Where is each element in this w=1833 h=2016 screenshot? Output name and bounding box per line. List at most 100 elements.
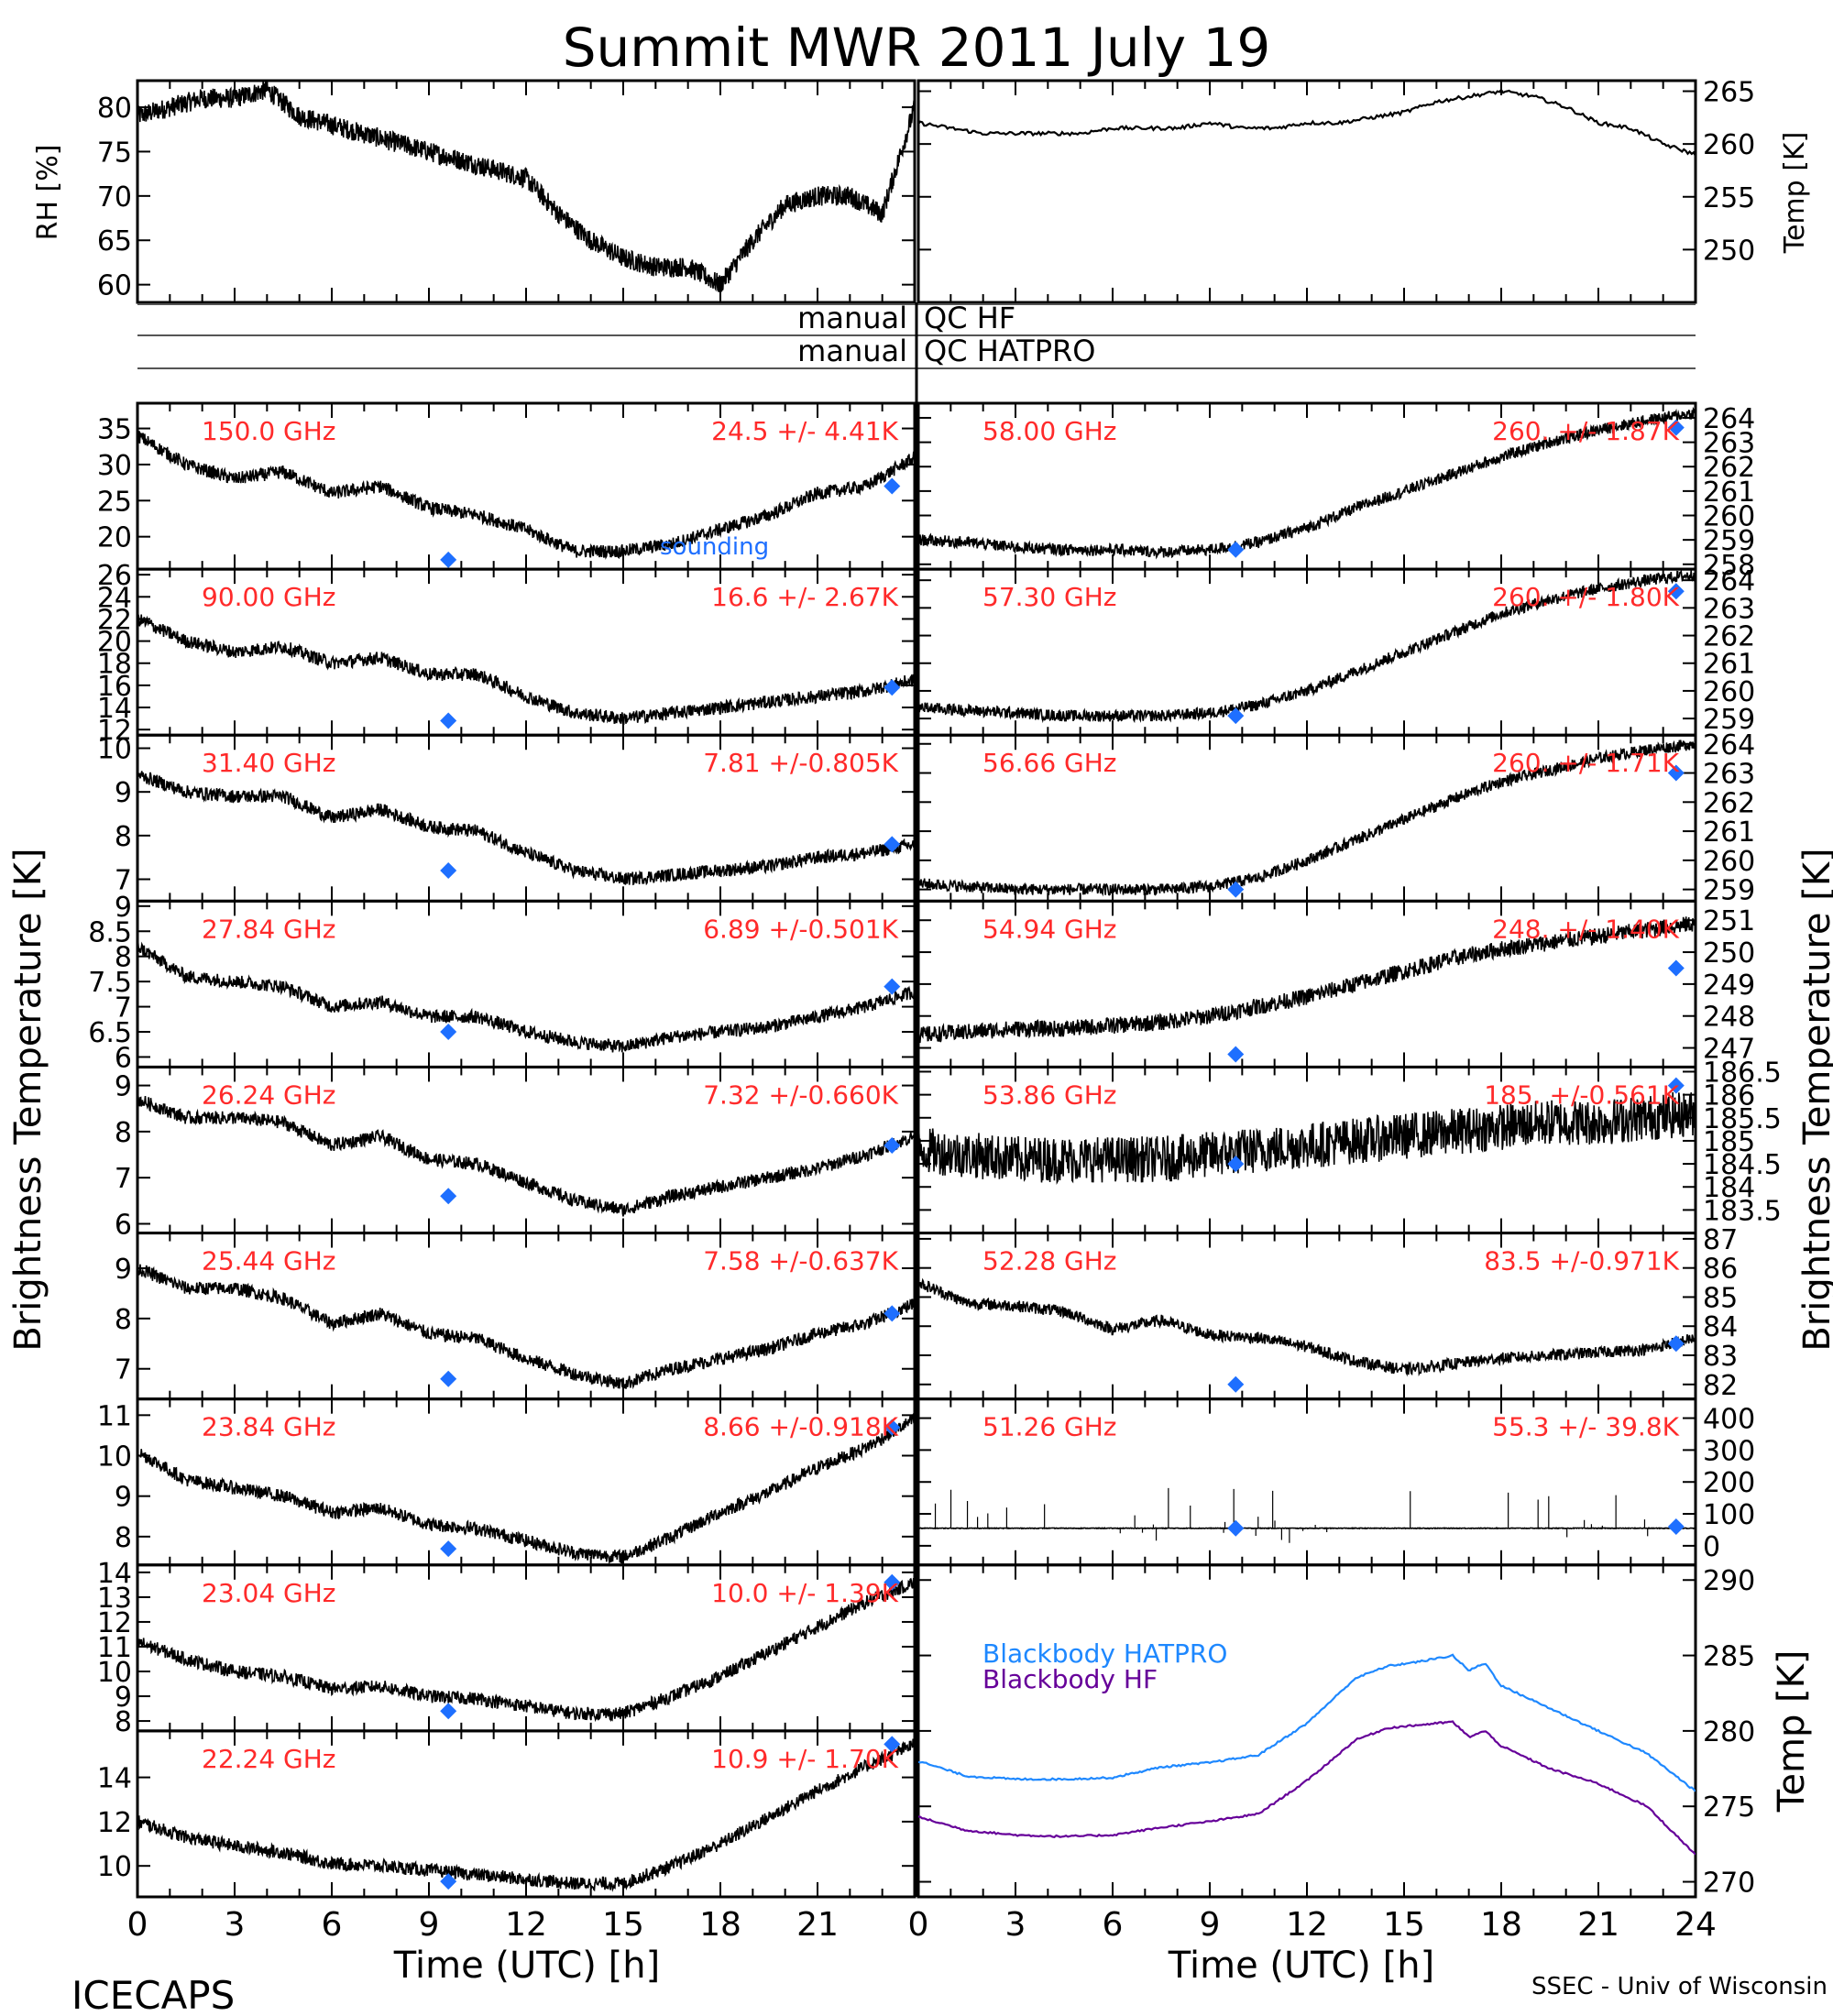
sounding-point bbox=[884, 1573, 901, 1591]
sounding-point bbox=[440, 1024, 457, 1041]
x-tick-label: 3 bbox=[225, 1906, 246, 1944]
sounding-point bbox=[440, 551, 457, 568]
y-tick-label: 16 bbox=[97, 671, 132, 703]
series-trace bbox=[137, 1412, 915, 1565]
y-tick-label: 251 bbox=[1703, 905, 1755, 937]
channel-label: 27.84 GHz bbox=[202, 914, 336, 944]
channel-label: 22.24 GHz bbox=[202, 1744, 336, 1774]
y-tick-label: 87 bbox=[1703, 1224, 1738, 1256]
y-tick-label: 262 bbox=[1703, 787, 1755, 819]
sounding-point bbox=[884, 978, 901, 995]
y-tick-label: 9 bbox=[115, 892, 132, 924]
series-trace bbox=[918, 740, 1696, 897]
panel-ch2784: 66.577.588.59 27.84 GHz 6.89 +/-0.501K bbox=[88, 892, 916, 1074]
sounding-point bbox=[1667, 1335, 1685, 1353]
qc-hf-left-label: manual bbox=[797, 301, 907, 335]
panel-blackbody: 270 275 280 285 290 bbox=[916, 1563, 1755, 1900]
x-tick-label: 9 bbox=[419, 1906, 440, 1944]
y-tick-label: 260 bbox=[1703, 501, 1755, 533]
y-tick-label: 7 bbox=[115, 1163, 132, 1195]
panel-ch150: 20 25 30 35 150.0 GHz 24.5 +/- 4.41K sounding bbox=[97, 401, 916, 571]
y-tick-label: 14 bbox=[97, 693, 132, 725]
channel-label: 57.30 GHz bbox=[982, 582, 1117, 612]
y-tick-label: 7 bbox=[115, 865, 132, 897]
x-tick-label: 3 bbox=[1005, 1906, 1026, 1944]
panel-ch2224: 10 12 14 22.24 GHz 10.9 +/- 1.70K bbox=[97, 1729, 916, 1899]
series-trace bbox=[137, 1738, 915, 1892]
series-trace bbox=[137, 613, 915, 725]
series-trace bbox=[918, 916, 1696, 1044]
y-tick-label: 263 bbox=[1703, 428, 1755, 460]
series-trace bbox=[137, 940, 915, 1053]
y-tick-label: 7 bbox=[115, 1354, 132, 1386]
y-tick-label: 263 bbox=[1703, 759, 1755, 791]
channel-stats: 24.5 +/- 4.41K bbox=[711, 416, 898, 446]
channel-label: 26.24 GHz bbox=[202, 1079, 336, 1110]
series-trace bbox=[137, 1577, 915, 1723]
y-tick-label: 250 bbox=[1703, 937, 1755, 970]
sounding-point bbox=[1667, 419, 1685, 436]
sounding-point bbox=[1227, 541, 1245, 558]
panel-ch2384: 8 9 10 11 23.84 GHz 8.66 +/-0.918K bbox=[97, 1397, 916, 1567]
sounding-point bbox=[440, 1703, 457, 1720]
sounding-point bbox=[1667, 583, 1685, 600]
sounding-point bbox=[1667, 1517, 1685, 1535]
y-tick-label: 183.5 bbox=[1703, 1195, 1782, 1227]
credit-label: SSEC - Univ of Wisconsin bbox=[1531, 1973, 1828, 2000]
y-tick-label: 259 bbox=[1703, 704, 1755, 736]
y-tick-label: 270 bbox=[1703, 1868, 1755, 1900]
y-tick-label: 8 bbox=[115, 1304, 132, 1336]
channel-stats: 185. +/-0.561K bbox=[1484, 1079, 1679, 1110]
y-tick-label: 285 bbox=[1703, 1641, 1755, 1673]
figure-title: Summit MWR 2011 July 19 bbox=[563, 16, 1271, 79]
x-tick-label: 21 bbox=[796, 1906, 839, 1944]
qc-strip: manual QC HF manual QC HATPRO bbox=[797, 301, 1095, 368]
sounding-point bbox=[440, 1188, 457, 1205]
y-tick-label: 10 bbox=[97, 734, 132, 766]
channel-stats: 260. +/- 1.87K bbox=[1492, 416, 1679, 446]
y-tick-label: 84 bbox=[1703, 1311, 1738, 1343]
y-tick-label: 8 bbox=[115, 1117, 132, 1149]
y-tick-label: 10 bbox=[97, 1441, 132, 1474]
sounding-point bbox=[1667, 1077, 1685, 1094]
series-trace bbox=[918, 1091, 1696, 1186]
panel-frame bbox=[916, 1563, 1697, 1899]
channel-stats: 7.32 +/-0.660K bbox=[703, 1079, 898, 1110]
y-tick-label: 255 bbox=[1703, 182, 1755, 214]
x-tick-label: 18 bbox=[699, 1906, 741, 1944]
y-tick-label: 25 bbox=[97, 486, 132, 518]
y-tick-label: 82 bbox=[1703, 1370, 1738, 1402]
project-label: ICECAPS bbox=[71, 1973, 235, 2016]
channel-label: 150.0 GHz bbox=[202, 416, 336, 446]
y-tick-label: 275 bbox=[1703, 1791, 1755, 1824]
channel-label: 53.86 GHz bbox=[982, 1079, 1117, 1110]
y-tick-label: 261 bbox=[1703, 477, 1755, 509]
y-tick-label: 280 bbox=[1703, 1716, 1755, 1748]
channel-stats: 10.0 +/- 1.39K bbox=[711, 1578, 898, 1608]
channel-stats: 6.89 +/-0.501K bbox=[703, 914, 898, 944]
x-axis-label-right: Time (UTC) [h] bbox=[1168, 1945, 1434, 1987]
channel-label: 90.00 GHz bbox=[202, 582, 336, 612]
series-trace bbox=[918, 1277, 1696, 1377]
y-tick-label: 8.5 bbox=[88, 916, 132, 948]
x-tick-label: 18 bbox=[1480, 1906, 1522, 1944]
y-tick-label: 11 bbox=[97, 1400, 132, 1432]
sounding-point bbox=[440, 1370, 457, 1387]
channel-label: 58.00 GHz bbox=[982, 416, 1117, 446]
sounding-point bbox=[1227, 1156, 1245, 1173]
x-tick-label: 15 bbox=[1383, 1906, 1425, 1944]
sounding-annotation: sounding bbox=[660, 533, 769, 561]
channel-label: 54.94 GHz bbox=[982, 914, 1117, 944]
x-tick-label: 9 bbox=[1200, 1906, 1221, 1944]
y-tick-label: 12 bbox=[97, 1607, 132, 1639]
x-tick-label: 21 bbox=[1577, 1906, 1619, 1944]
y-tick-label: 70 bbox=[97, 181, 132, 214]
y-tick-label: 18 bbox=[97, 649, 132, 681]
sounding-point bbox=[884, 1419, 901, 1436]
y-tick-label: 8 bbox=[115, 821, 132, 853]
